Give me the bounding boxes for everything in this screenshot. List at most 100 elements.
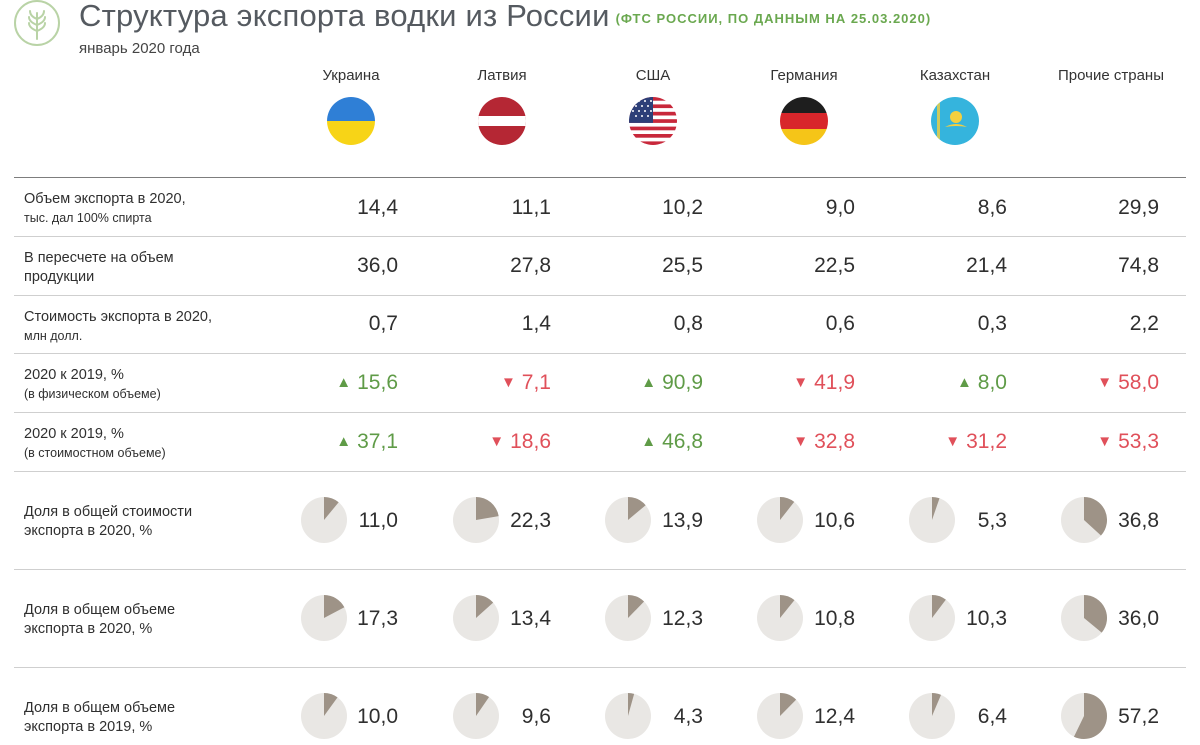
- change-cell: ▼ 41,9: [765, 371, 855, 395]
- share-value: 10,6: [814, 509, 855, 532]
- pie-slice: [780, 693, 797, 716]
- share-pie: [301, 595, 347, 641]
- row-label-volume: Объем экспорта в 2020, тыс. дал 100% спир…: [24, 191, 186, 225]
- share-value: 12,3: [662, 607, 703, 630]
- change-cell: ▲ 46,8: [613, 430, 703, 454]
- change-value: 32,8: [814, 430, 855, 453]
- change-cell: ▲ 15,6: [308, 371, 398, 395]
- share-pie: [605, 693, 651, 739]
- triangle-up-icon: ▲: [336, 374, 352, 391]
- triangle-down-icon: ▼: [793, 433, 809, 450]
- germany-flag-icon: [780, 97, 828, 145]
- triangle-down-icon: ▼: [793, 374, 809, 391]
- value-cell: 0,7: [368, 312, 398, 335]
- country-name: Германия: [770, 67, 838, 84]
- pie-slice: [476, 693, 490, 716]
- triangle-up-icon: ▲: [641, 433, 657, 450]
- pie-slice: [324, 693, 338, 716]
- value-cell: 74,8: [1118, 254, 1159, 277]
- country-name: Латвия: [477, 67, 527, 84]
- pie-slice: [324, 497, 339, 520]
- value-cell: 9,0: [825, 196, 855, 219]
- share-pie: [909, 497, 955, 543]
- usa-flag-icon: [629, 97, 677, 145]
- value-cell: 0,6: [825, 312, 855, 335]
- pie-slice: [1084, 497, 1107, 536]
- country-name: Прочие страны: [1058, 67, 1164, 84]
- pie-slice: [932, 693, 941, 716]
- latvia-flag-icon: [478, 97, 526, 145]
- change-cell: ▲ 90,9: [613, 371, 703, 395]
- share-pie: [605, 595, 651, 641]
- pie-slice: [476, 497, 499, 520]
- value-cell: 21,4: [966, 254, 1007, 277]
- pie-slice: [780, 497, 795, 520]
- triangle-down-icon: ▼: [500, 374, 516, 391]
- share-value: 17,3: [357, 607, 398, 630]
- share-pie: [909, 693, 955, 739]
- triangle-down-icon: ▼: [1097, 374, 1113, 391]
- share-pie: [301, 497, 347, 543]
- pie-slice: [932, 497, 940, 520]
- country-name: США: [635, 67, 671, 84]
- share-pie: [757, 693, 803, 739]
- row-divider: [14, 412, 1186, 413]
- value-cell: 36,0: [357, 254, 398, 277]
- value-cell: 29,9: [1118, 196, 1159, 219]
- share-value: 10,8: [814, 607, 855, 630]
- triangle-down-icon: ▼: [945, 433, 961, 450]
- change-value: 53,3: [1118, 430, 1159, 453]
- share-value: 10,3: [966, 607, 1007, 630]
- row-divider: [14, 353, 1186, 354]
- share-value: 6,4: [977, 705, 1007, 728]
- change-value: 41,9: [814, 371, 855, 394]
- change-value: 46,8: [662, 430, 703, 453]
- change-cell: ▲ 37,1: [308, 430, 398, 454]
- wheat-icon: [28, 10, 46, 40]
- share-value: 5,3: [977, 509, 1007, 532]
- page-title: Структура экспорта водки из России (ФТС Р…: [79, 0, 932, 33]
- row-label-share-cost: Доля в общей стоимости экспорта в 2020, %: [24, 504, 193, 539]
- kazakhstan-flag-icon: [931, 97, 979, 145]
- share-pie: [757, 497, 803, 543]
- change-value: 58,0: [1118, 371, 1159, 394]
- change-cell: ▼ 32,8: [765, 430, 855, 454]
- share-pie: [605, 497, 651, 543]
- table-top-rule: [14, 177, 1186, 178]
- share-pie: [757, 595, 803, 641]
- share-pie: [1061, 497, 1107, 543]
- row-divider: [14, 569, 1186, 570]
- share-value: 12,4: [814, 705, 855, 728]
- ukraine-flag-icon: [327, 97, 375, 145]
- value-cell: 8,6: [977, 196, 1007, 219]
- triangle-up-icon: ▲: [641, 374, 657, 391]
- share-value: 36,8: [1118, 509, 1159, 532]
- change-cell: ▼ 18,6: [461, 430, 551, 454]
- value-cell: 14,4: [357, 196, 398, 219]
- pie-slice: [628, 595, 645, 618]
- pie-slice: [1073, 693, 1107, 739]
- pie-slice: [1084, 595, 1107, 633]
- triangle-up-icon: ▲: [336, 433, 352, 450]
- change-cell: ▼ 58,0: [1069, 371, 1159, 395]
- logo: [14, 0, 60, 46]
- value-cell: 10,2: [662, 196, 703, 219]
- pie-slice: [780, 595, 795, 618]
- share-pie: [909, 595, 955, 641]
- change-value: 8,0: [977, 371, 1007, 394]
- change-value: 31,2: [966, 430, 1007, 453]
- share-value: 13,4: [510, 607, 551, 630]
- value-cell: 11,1: [511, 196, 551, 219]
- pie-slice: [932, 595, 946, 618]
- share-pie: [453, 693, 499, 739]
- change-cell: ▼ 7,1: [461, 371, 551, 395]
- value-cell: 25,5: [662, 254, 703, 277]
- page-subtitle: январь 2020 года: [79, 40, 200, 57]
- change-cell: ▼ 31,2: [917, 430, 1007, 454]
- value-cell: 1,4: [521, 312, 551, 335]
- pie-slice: [476, 595, 494, 618]
- share-value: 22,3: [510, 509, 551, 532]
- change-cell: ▼ 53,3: [1069, 430, 1159, 454]
- pie-slice: [324, 595, 345, 618]
- source-note: (ФТС РОССИИ, ПО ДАННЫМ НА 25.03.2020): [615, 11, 932, 26]
